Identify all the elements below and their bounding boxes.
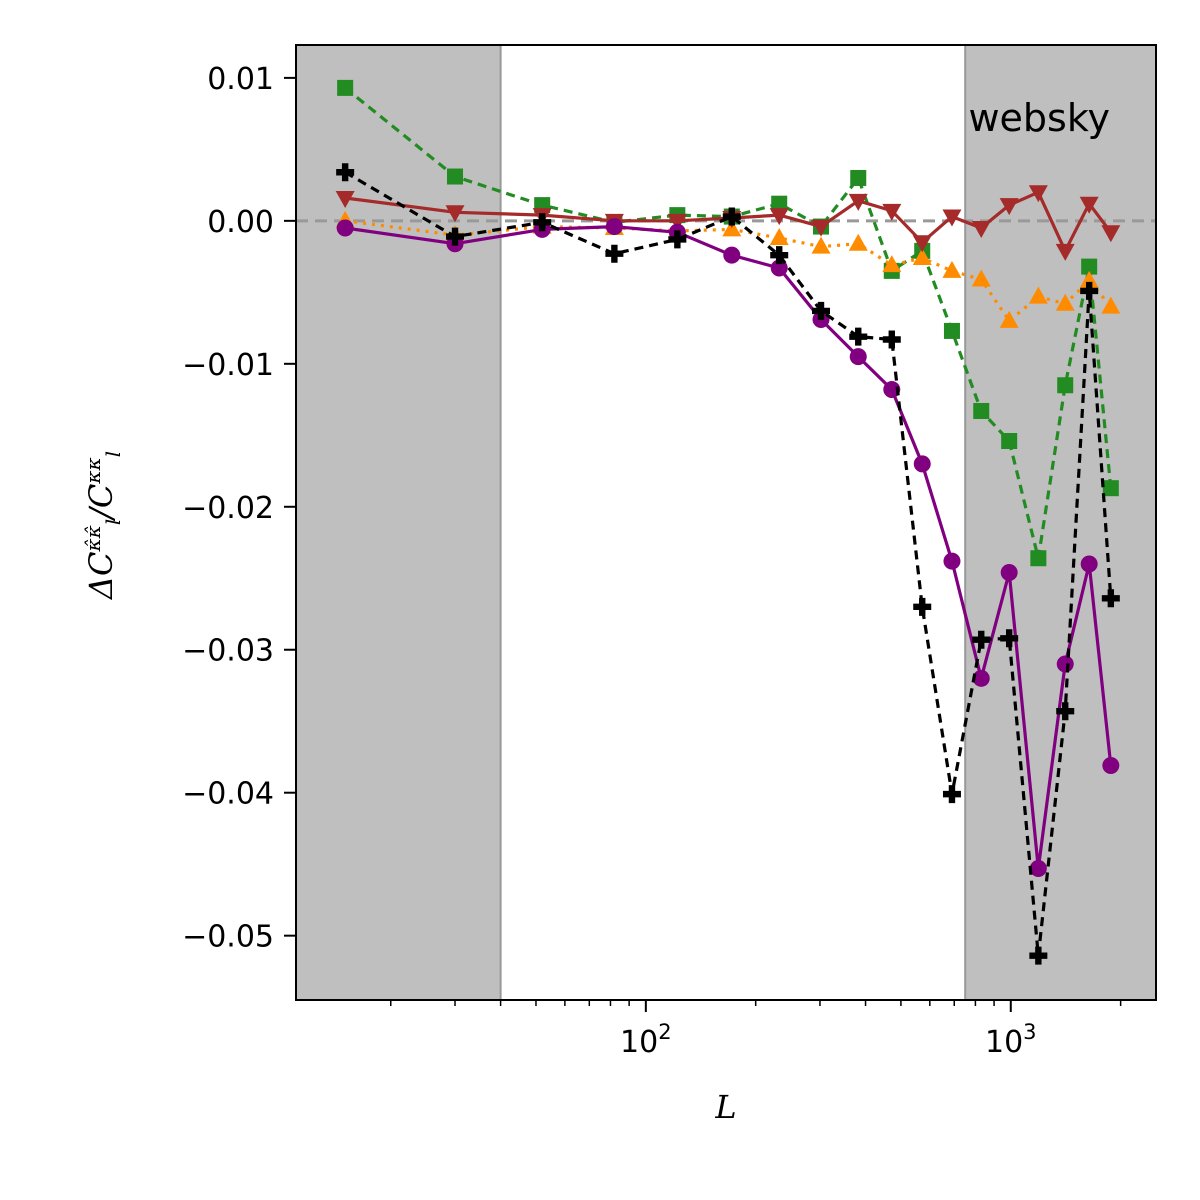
plot-frame	[295, 44, 1157, 1001]
data-point	[336, 163, 355, 182]
data-point	[942, 785, 961, 804]
data-point	[446, 227, 465, 246]
data-point	[849, 348, 867, 366]
data-point	[770, 259, 788, 277]
x-tick-label: 102	[620, 1020, 672, 1060]
y-axis: 0.01 0.00 −0.01 −0.02 −0.03 −0.04 −0.05	[182, 62, 296, 955]
data-point	[971, 269, 991, 287]
data-point	[972, 630, 991, 649]
data-point	[811, 236, 831, 254]
series-line	[344, 225, 1113, 871]
data-point	[882, 330, 901, 349]
data-point	[1081, 258, 1098, 275]
x-tick-label: 103	[985, 1020, 1037, 1060]
y-tick-label: −0.05	[182, 920, 274, 955]
series-4	[336, 163, 1120, 965]
data-point	[336, 219, 354, 237]
data-point	[1056, 655, 1074, 673]
data-point	[850, 169, 867, 186]
data-point	[335, 190, 355, 208]
data-point	[812, 301, 831, 320]
data-point	[883, 381, 901, 399]
data-point	[1101, 225, 1121, 243]
data-point	[445, 205, 465, 223]
data-point	[1000, 629, 1019, 648]
data-point	[1029, 946, 1048, 965]
data-point	[771, 195, 788, 212]
data-point	[942, 209, 962, 227]
data-point	[971, 220, 991, 238]
data-point	[882, 203, 902, 221]
data-point	[1080, 555, 1098, 573]
y-tick-label: 0.01	[207, 62, 274, 97]
dataset-annotation: websky	[968, 96, 1110, 140]
data-point	[943, 552, 961, 570]
data-point	[1079, 270, 1099, 288]
data-point	[1055, 293, 1075, 311]
data-point	[1029, 859, 1047, 877]
x-axis-label: L	[714, 1088, 736, 1126]
y-tick-label: 0.00	[207, 205, 274, 240]
data-point	[1055, 243, 1075, 261]
data-point	[605, 244, 624, 263]
data-point	[1030, 550, 1047, 567]
data-point	[848, 233, 868, 251]
data-point	[999, 310, 1019, 328]
data-point	[811, 219, 831, 237]
data-point	[1079, 196, 1099, 214]
data-point	[1028, 286, 1048, 304]
data-point	[667, 213, 687, 231]
series-line	[344, 86, 1113, 560]
data-point	[723, 246, 741, 264]
series-2	[335, 185, 1121, 261]
data-point	[973, 402, 990, 419]
data-point	[605, 218, 623, 236]
data-point	[1056, 702, 1075, 721]
data-point	[668, 230, 687, 249]
data-point	[722, 207, 741, 226]
data-point	[849, 327, 868, 346]
data-point	[770, 246, 789, 265]
data-point	[913, 455, 931, 473]
data-point	[1057, 377, 1074, 394]
data-point	[999, 198, 1019, 216]
y-tick-label: −0.04	[182, 777, 274, 812]
data-point	[769, 228, 789, 246]
data-point	[533, 213, 552, 232]
data-point	[972, 669, 990, 687]
data-point	[1001, 433, 1018, 450]
y-tick-label: −0.01	[182, 348, 274, 383]
data-series	[335, 79, 1121, 965]
data-point	[1102, 480, 1119, 497]
data-point	[337, 79, 354, 96]
excluded-range-shading	[296, 45, 1156, 1000]
y-tick-label: −0.02	[182, 491, 274, 526]
data-point	[1080, 281, 1099, 300]
data-point	[912, 235, 932, 253]
data-point	[912, 248, 932, 266]
shaded-region-0	[296, 45, 501, 1000]
series-line	[344, 190, 1113, 253]
data-point	[1000, 564, 1018, 582]
data-point	[1101, 296, 1121, 314]
data-point	[848, 193, 868, 211]
x-axis: 102 103	[390, 1000, 1122, 1060]
data-point	[769, 208, 789, 226]
shaded-region-1	[965, 45, 1156, 1000]
y-tick-label: −0.03	[182, 634, 274, 669]
data-point	[1101, 589, 1120, 608]
data-point	[942, 260, 962, 278]
data-point	[1102, 757, 1120, 775]
data-point	[882, 255, 902, 273]
data-point	[1028, 185, 1048, 203]
data-point	[913, 597, 932, 616]
data-point	[943, 322, 960, 339]
y-axis-label: ΔCκ̂κ̂l/Cκκl	[81, 451, 125, 601]
data-point	[447, 168, 464, 185]
